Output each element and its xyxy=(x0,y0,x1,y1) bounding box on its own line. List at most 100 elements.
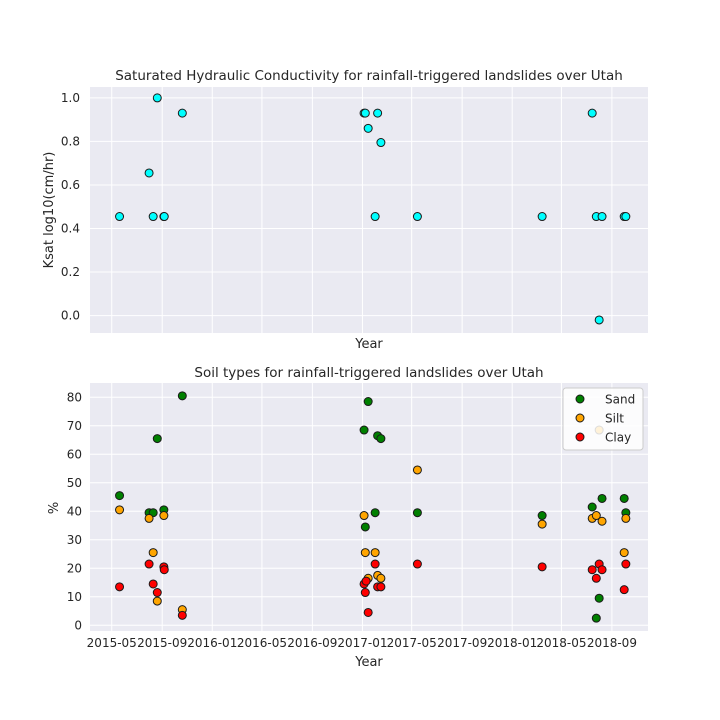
soil-point-clay xyxy=(619,585,629,595)
ksat-point xyxy=(373,108,383,118)
soil-point-clay xyxy=(148,579,158,589)
soil-point-clay xyxy=(361,576,371,586)
soil-point-clay xyxy=(412,559,422,569)
legend-marker-silt xyxy=(575,413,585,423)
ksat-point xyxy=(152,93,162,103)
ksat-y-tick-label: 0.4 xyxy=(61,222,80,236)
soil-point-silt xyxy=(159,511,169,521)
ksat-point xyxy=(412,212,422,222)
ksat-point xyxy=(148,212,158,222)
ksat-y-tick-label: 1.0 xyxy=(61,91,80,105)
soil-x-tick-label: 2015-09 xyxy=(137,636,187,650)
soil-y-tick-label: 30 xyxy=(67,533,82,547)
soil-point-sand xyxy=(376,434,386,444)
ksat-point xyxy=(594,315,604,325)
soil-point-clay xyxy=(370,559,380,569)
ksat-y-tick-label: 0.8 xyxy=(61,134,80,148)
soil-point-silt xyxy=(591,511,601,521)
soil-point-sand xyxy=(370,508,380,518)
ksat-point xyxy=(144,168,154,178)
legend-marker-clay xyxy=(575,432,585,442)
soil-point-silt xyxy=(359,511,369,521)
ksat-point xyxy=(115,212,125,222)
soil-y-tick-label: 10 xyxy=(67,590,82,604)
ksat-point xyxy=(370,212,380,222)
soil-point-sand xyxy=(597,493,607,503)
soil-point-sand xyxy=(412,508,422,518)
soil-point-sand xyxy=(537,511,547,521)
soil-x-tick-label: 2017-01 xyxy=(337,636,387,650)
ksat-y-tick-label: 0.6 xyxy=(61,178,80,192)
ksat-y-tick-label: 0.2 xyxy=(61,265,80,279)
soil-legend: Sand Silt Clay xyxy=(562,387,644,451)
legend-marker-sand xyxy=(575,394,585,404)
soil-y-axis-label: % xyxy=(47,502,62,514)
legend-label-sand: Sand xyxy=(605,393,635,407)
ksat-y-axis-label: Ksat log10(cm/hr) xyxy=(42,152,57,269)
soil-point-clay xyxy=(177,610,187,620)
ksat-point xyxy=(587,108,597,118)
soil-point-sand xyxy=(115,491,125,501)
soil-point-sand xyxy=(363,397,373,407)
soil-x-axis-label: Year xyxy=(354,655,383,670)
soil-y-tick-label: 20 xyxy=(67,561,82,575)
ksat-plot-area xyxy=(90,87,648,333)
ksat-y-tick-label: 0.0 xyxy=(61,309,80,323)
soil-point-sand xyxy=(619,493,629,503)
soil-point-clay xyxy=(376,582,386,592)
soil-point-silt xyxy=(152,596,162,606)
soil-point-clay xyxy=(152,588,162,598)
soil-point-clay xyxy=(587,565,597,575)
soil-point-silt xyxy=(148,548,158,558)
ksat-point xyxy=(159,212,169,222)
soil-y-tick-label: 0 xyxy=(74,618,82,632)
ksat-point xyxy=(597,212,607,222)
ksat-point xyxy=(360,108,370,118)
soil-point-silt xyxy=(115,505,125,515)
ksat-point xyxy=(177,108,187,118)
soil-y-tick-label: 80 xyxy=(67,390,82,404)
soil-point-silt xyxy=(360,548,370,558)
soil-point-sand xyxy=(177,391,187,401)
soil-x-tick-label: 2018-09 xyxy=(587,636,637,650)
soil-point-clay xyxy=(621,559,631,569)
soil-point-clay xyxy=(360,588,370,598)
legend-label-silt: Silt xyxy=(605,412,624,426)
soil-y-tick-label: 60 xyxy=(67,447,82,461)
soil-point-silt xyxy=(619,548,629,558)
soil-point-clay xyxy=(537,562,547,572)
ksat-point xyxy=(376,138,386,148)
soil-y-tick-label: 50 xyxy=(67,476,82,490)
soil-x-tick-label: 2017-09 xyxy=(437,636,487,650)
soil-point-silt xyxy=(412,465,422,475)
soil-point-sand xyxy=(594,593,604,603)
ksat-point xyxy=(537,212,547,222)
soil-point-clay xyxy=(144,559,154,569)
soil-x-tick-label: 2016-01 xyxy=(187,636,237,650)
soil-x-tick-label: 2016-05 xyxy=(237,636,287,650)
soil-plot-area xyxy=(90,383,648,631)
soil-point-clay xyxy=(115,582,125,592)
soil-x-tick-label: 2018-01 xyxy=(487,636,537,650)
legend-label-clay: Clay xyxy=(605,431,631,445)
soil-point-sand xyxy=(591,613,601,623)
soil-point-silt xyxy=(370,548,380,558)
ksat-point xyxy=(363,123,373,133)
soil-point-silt xyxy=(621,513,631,523)
ksat-point xyxy=(621,212,631,222)
soil-point-sand xyxy=(359,425,369,435)
soil-point-clay xyxy=(591,573,601,583)
ksat-x-axis-label: Year xyxy=(354,337,383,352)
soil-point-sand xyxy=(587,502,597,512)
soil-point-clay xyxy=(363,607,373,617)
soil-x-tick-label: 2018-05 xyxy=(536,636,586,650)
soil-point-sand xyxy=(152,434,162,444)
soil-point-clay xyxy=(597,565,607,575)
soil-point-silt xyxy=(376,573,386,583)
soil-y-tick-label: 70 xyxy=(67,419,82,433)
soil-x-tick-label: 2015-05 xyxy=(87,636,137,650)
soil-point-silt xyxy=(597,516,607,526)
soil-chart-title: Soil types for rainfall-triggered landsl… xyxy=(194,365,543,381)
